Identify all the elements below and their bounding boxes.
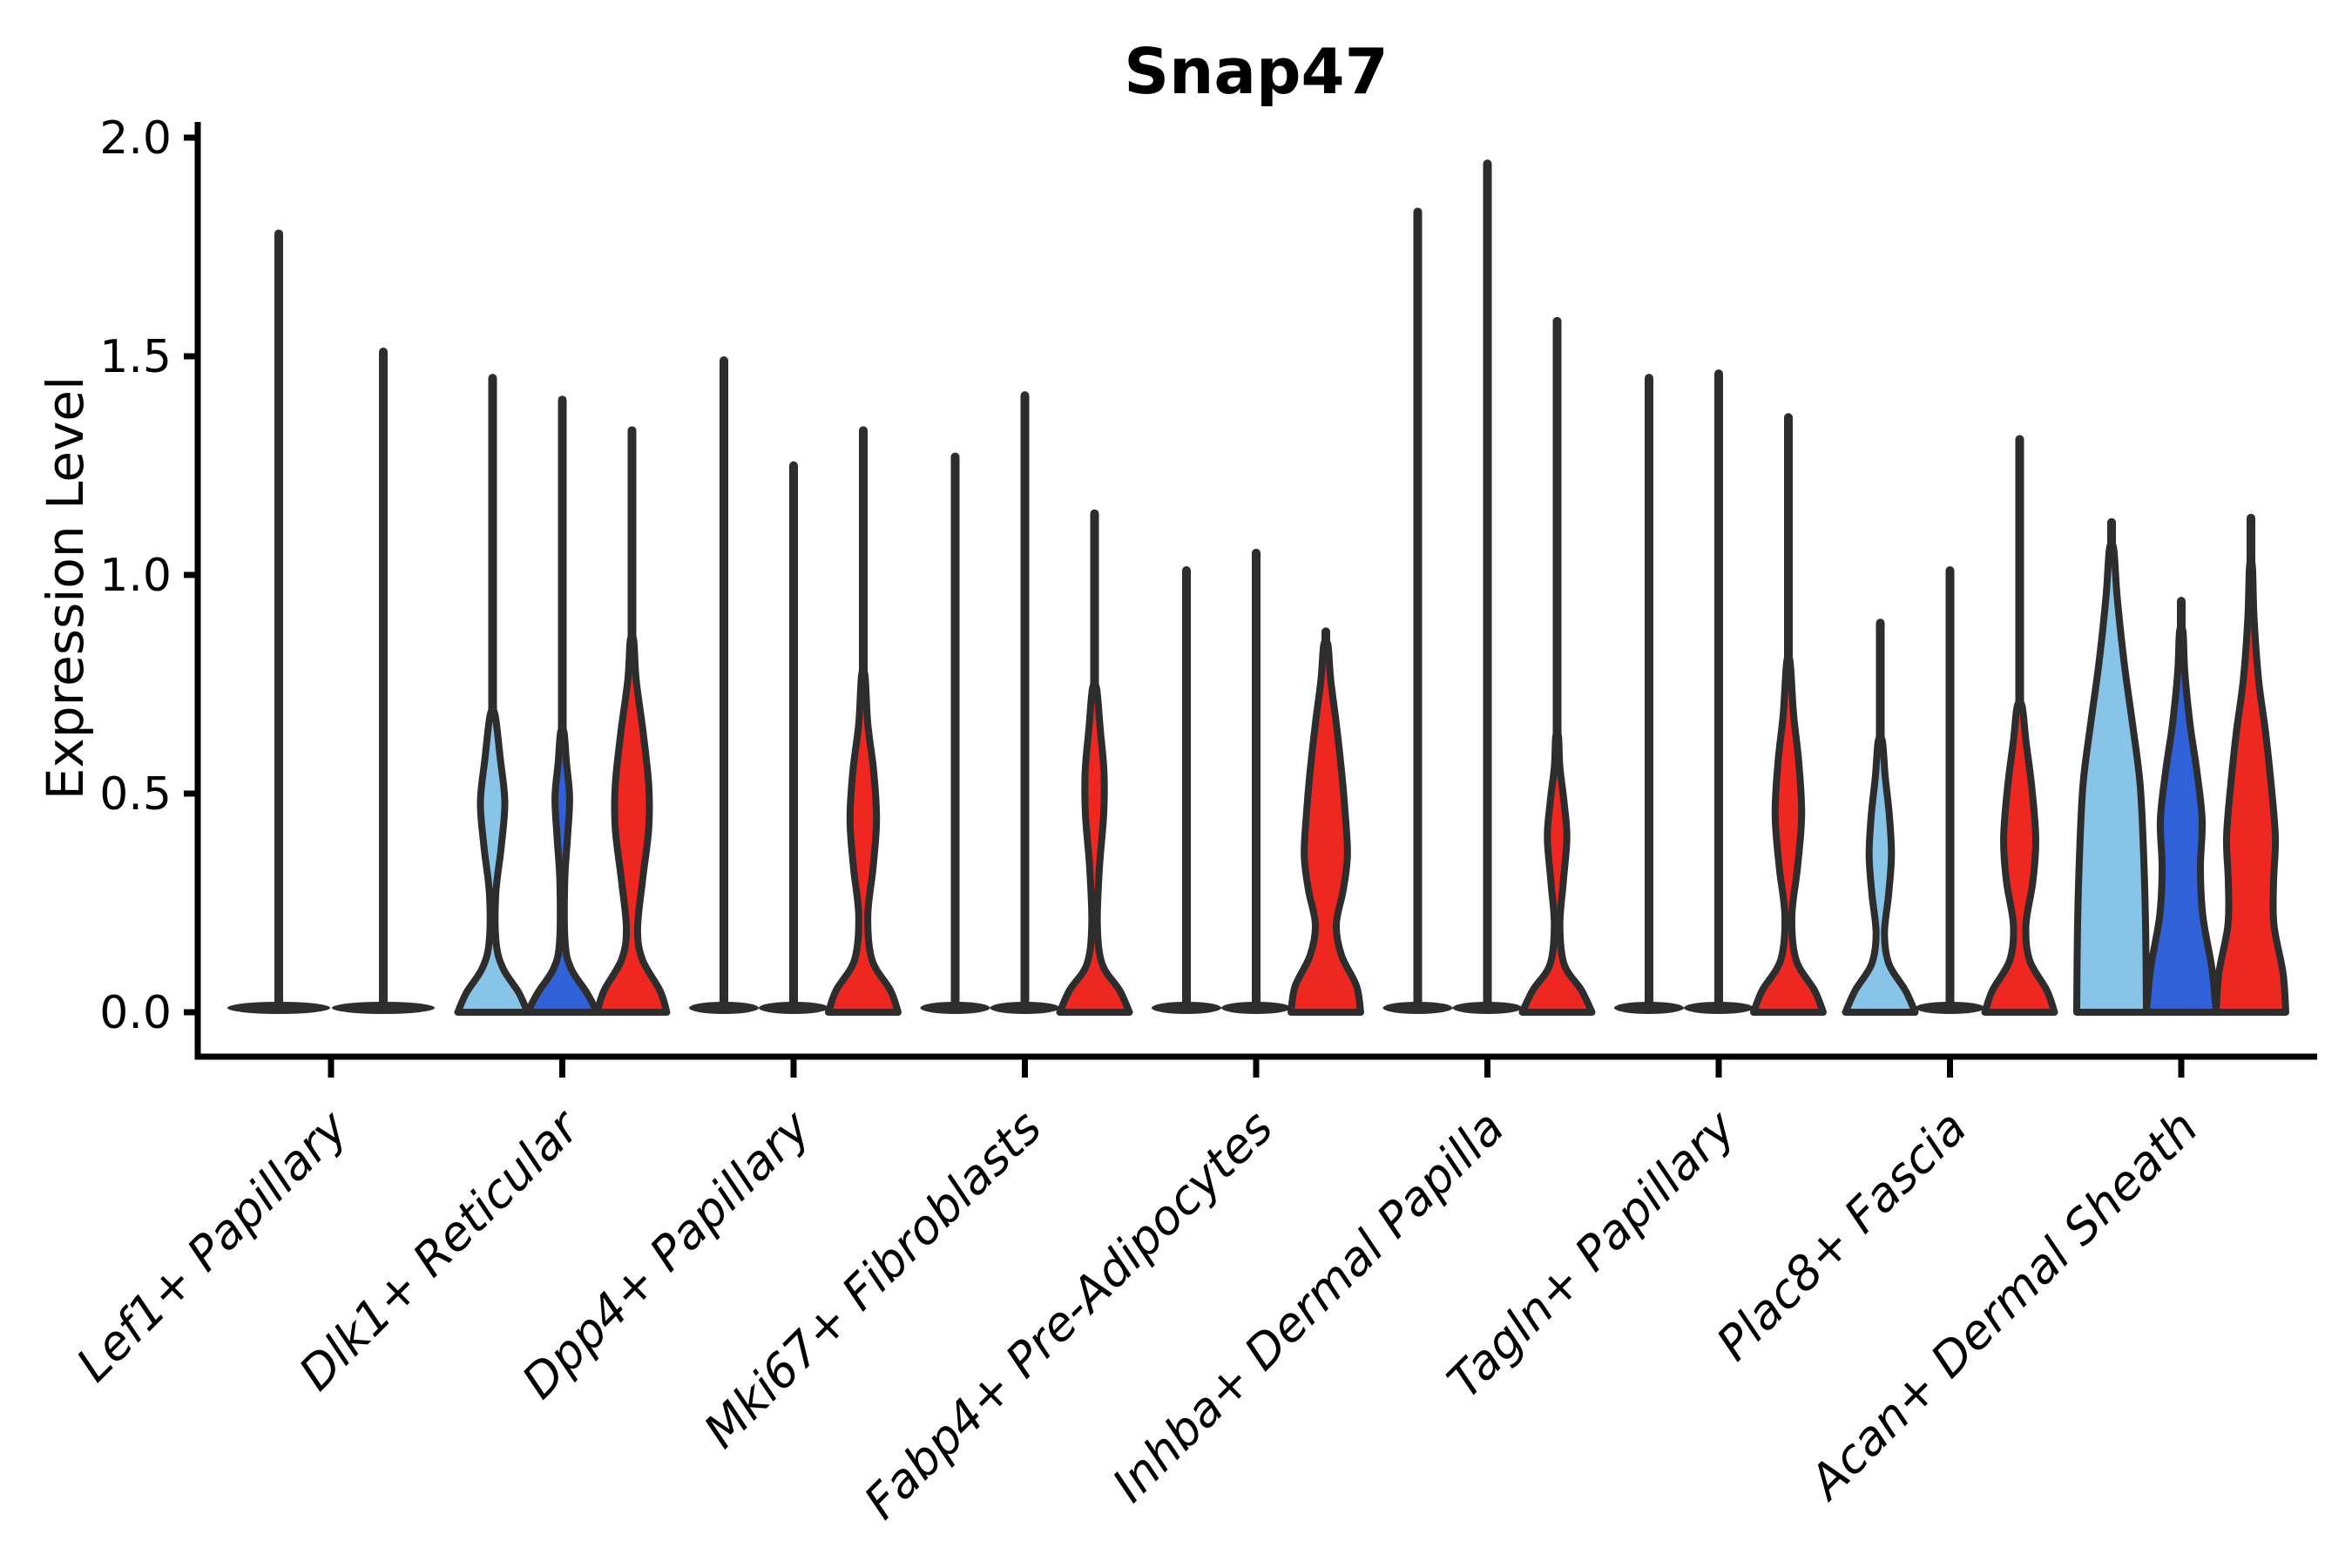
violin-flat-base [1614,1002,1684,1014]
violin-body [1056,679,1133,1016]
violin-body [2213,556,2289,1016]
violin-flat-base [1221,1002,1291,1014]
violin-1-0 [454,374,531,1016]
violin-flat-base [1452,1002,1523,1014]
violin-flat-base [920,1002,990,1014]
violin-flat-base [689,1002,759,1014]
violin-7-0 [1842,618,1919,1016]
violin-flat-base [1684,1002,1754,1014]
violin-0-0 [227,229,330,1014]
y-axis-label: Expression Level [36,376,95,800]
violin-7-2 [1981,435,2058,1016]
violin-8-2 [2213,513,2289,1016]
violin-5-0 [1382,207,1453,1014]
violin-0-1 [332,347,435,1014]
violin-4-1 [1221,548,1291,1014]
violin-body [1842,733,1919,1016]
violin-body [1981,698,2058,1016]
violin-2-0 [689,356,759,1014]
y-tick-label: 2.0 [99,112,172,165]
violin-3-0 [920,452,990,1014]
violin-4-0 [1152,565,1221,1014]
violin-body [454,706,531,1016]
violin-body [2143,623,2220,1016]
chart-title: Snap47 [1124,35,1388,108]
violin-flat-base [759,1002,828,1014]
y-tick-label: 1.5 [99,331,172,383]
violin-body [2073,539,2150,1016]
violin-6-0 [1614,374,1684,1014]
violin-4-2 [1288,627,1364,1016]
violin-flat-base [1382,1002,1453,1014]
violin-8-0 [2073,517,2150,1016]
violin-2-1 [759,461,828,1014]
violin-body [593,632,671,1016]
violin-8-1 [2143,597,2220,1016]
violin-flat-base [1915,1002,1985,1014]
violin-6-2 [1750,413,1827,1016]
violin-flat-base [990,1002,1060,1014]
violin-1-2 [593,426,671,1016]
violin-1-1 [524,395,601,1016]
violin-flat-base [332,1002,435,1014]
violin-body [825,666,902,1016]
violin-5-1 [1452,159,1523,1014]
violin-5-2 [1518,316,1596,1016]
y-tick-label: 0.5 [99,768,172,821]
violin-3-2 [1056,509,1133,1016]
violin-body [1518,729,1596,1016]
violin-flat-base [227,1002,330,1014]
violin-7-1 [1915,565,1985,1014]
violin-flat-base [1152,1002,1221,1014]
violin-body [1288,637,1364,1016]
violin-6-1 [1684,369,1754,1014]
y-tick-label: 1.0 [99,550,172,602]
y-tick-label: 0.0 [99,987,172,1039]
violin-3-1 [990,391,1060,1014]
violin-2-2 [825,426,902,1016]
violin-body [524,725,601,1016]
violin-body [1750,652,1827,1016]
